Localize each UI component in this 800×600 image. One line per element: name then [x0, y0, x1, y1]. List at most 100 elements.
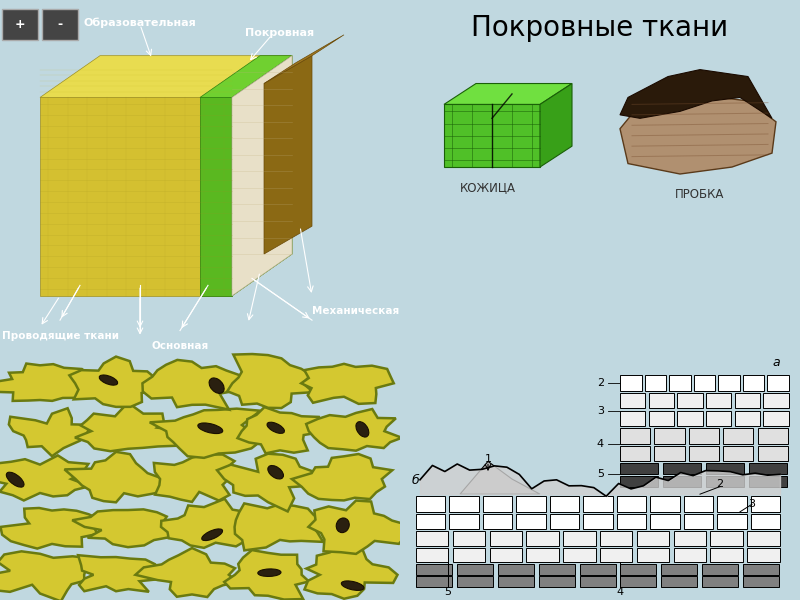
Bar	[743, 564, 779, 575]
Bar	[662, 564, 698, 575]
Bar	[617, 514, 646, 529]
Ellipse shape	[198, 423, 222, 434]
Bar	[416, 564, 452, 575]
Polygon shape	[308, 500, 414, 554]
Bar	[662, 577, 698, 587]
Ellipse shape	[258, 569, 281, 577]
Bar	[516, 514, 546, 529]
Bar	[689, 446, 719, 461]
Bar	[563, 548, 595, 562]
Ellipse shape	[202, 529, 222, 541]
Bar	[702, 577, 738, 587]
Bar	[637, 548, 669, 562]
Text: Образовательная: Образовательная	[84, 17, 196, 28]
Polygon shape	[232, 56, 292, 296]
Bar	[453, 548, 485, 562]
Bar	[450, 496, 479, 512]
Text: Покровные ткани: Покровные ткани	[471, 14, 729, 42]
Text: -: -	[58, 18, 62, 31]
Bar	[684, 496, 713, 512]
Text: Покровная: Покровная	[246, 28, 314, 38]
Bar	[483, 496, 512, 512]
Polygon shape	[0, 551, 94, 600]
Bar	[663, 463, 701, 474]
Polygon shape	[540, 83, 572, 167]
Ellipse shape	[336, 518, 350, 533]
Bar	[416, 514, 446, 529]
Bar	[706, 393, 731, 409]
Text: 3: 3	[749, 499, 755, 509]
Bar	[650, 514, 680, 529]
Text: 3: 3	[597, 406, 604, 416]
Bar	[550, 496, 579, 512]
Bar	[600, 532, 632, 546]
Text: 4: 4	[597, 439, 604, 449]
Text: 5: 5	[445, 587, 451, 598]
Bar	[416, 532, 448, 546]
Polygon shape	[150, 409, 262, 458]
Bar	[483, 514, 512, 529]
Polygon shape	[460, 461, 540, 494]
Bar	[694, 376, 715, 391]
Ellipse shape	[356, 422, 369, 437]
Bar	[649, 410, 674, 426]
Bar	[650, 496, 680, 512]
Bar	[674, 532, 706, 546]
Bar	[498, 564, 534, 575]
Bar	[689, 428, 719, 444]
Bar	[516, 496, 546, 512]
Bar	[620, 476, 658, 487]
Bar	[706, 463, 744, 474]
Polygon shape	[1, 508, 100, 548]
Ellipse shape	[99, 375, 118, 385]
Bar	[583, 496, 613, 512]
Polygon shape	[224, 550, 309, 599]
Bar	[498, 577, 534, 587]
Bar	[743, 376, 765, 391]
Text: 1: 1	[485, 454, 491, 464]
Bar	[734, 393, 760, 409]
Bar	[758, 428, 788, 444]
Polygon shape	[0, 455, 90, 500]
Polygon shape	[238, 407, 326, 454]
Bar	[747, 548, 779, 562]
Text: Проводящие ткани: Проводящие ткани	[2, 331, 118, 341]
Bar	[457, 577, 493, 587]
Text: а: а	[772, 356, 780, 368]
Bar	[649, 393, 674, 409]
Bar	[763, 393, 789, 409]
Bar	[538, 564, 574, 575]
Bar	[678, 393, 702, 409]
Text: Основная: Основная	[151, 341, 209, 351]
Bar	[620, 410, 646, 426]
Polygon shape	[70, 356, 158, 407]
Text: Механическая: Механическая	[312, 306, 399, 316]
FancyBboxPatch shape	[2, 8, 38, 40]
Bar	[654, 446, 685, 461]
Polygon shape	[264, 56, 312, 254]
Polygon shape	[227, 354, 314, 408]
Bar	[750, 496, 780, 512]
Bar	[749, 463, 787, 474]
Bar	[600, 548, 632, 562]
Bar	[620, 393, 646, 409]
Polygon shape	[306, 409, 402, 451]
Polygon shape	[200, 97, 232, 296]
Bar	[663, 476, 701, 487]
Polygon shape	[75, 403, 186, 451]
Polygon shape	[200, 56, 292, 97]
Polygon shape	[620, 94, 776, 174]
FancyBboxPatch shape	[42, 8, 78, 40]
Ellipse shape	[209, 378, 224, 394]
Bar	[579, 564, 615, 575]
Bar	[749, 476, 787, 487]
Bar	[678, 410, 702, 426]
Bar	[710, 532, 742, 546]
Polygon shape	[292, 454, 392, 500]
Polygon shape	[264, 35, 344, 83]
Bar	[416, 548, 448, 562]
Bar	[637, 532, 669, 546]
Bar	[579, 577, 615, 587]
Text: ПРОБКА: ПРОБКА	[675, 188, 725, 202]
Text: 2: 2	[717, 479, 723, 489]
